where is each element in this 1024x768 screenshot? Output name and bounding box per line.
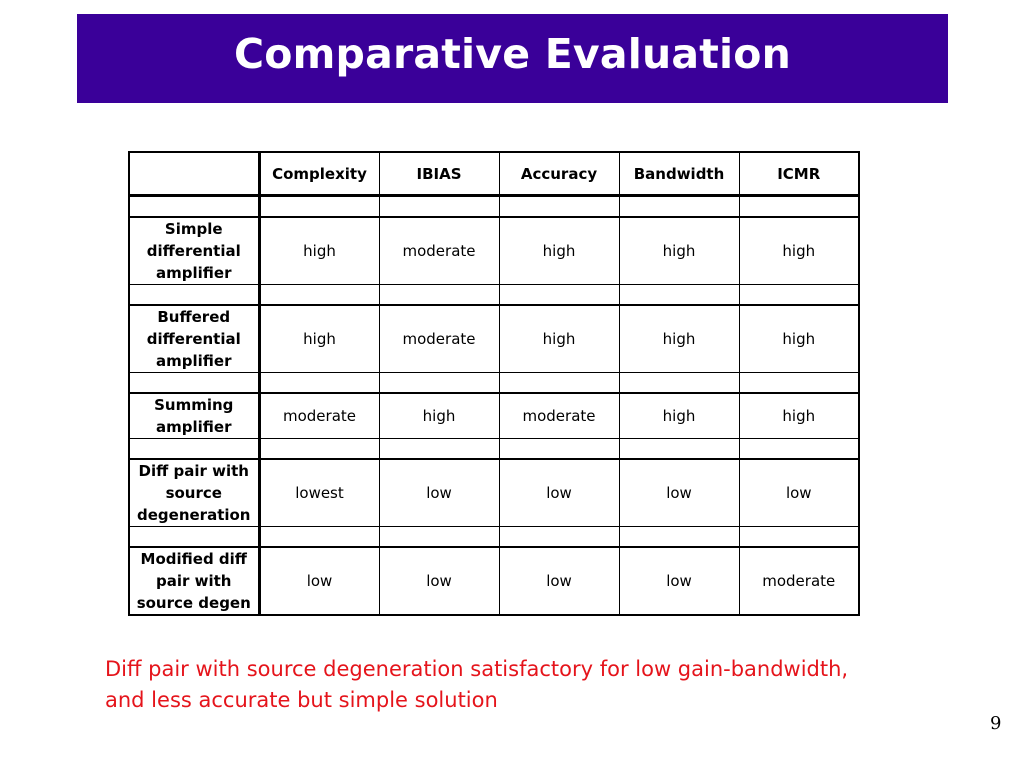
- row-label: Buffered differential amplifier: [128, 304, 261, 373]
- table-row: Modified diff pair with source degen low…: [128, 546, 860, 616]
- table-row: Simple differential amplifier high moder…: [128, 216, 860, 285]
- row-label: Modified diff pair with source degen: [128, 546, 261, 616]
- header-accuracy: Accuracy: [498, 151, 620, 197]
- cell-accuracy: low: [498, 546, 620, 616]
- spacer-row: [128, 284, 860, 306]
- spacer-row: [128, 526, 860, 548]
- cell-icmr: high: [738, 392, 860, 439]
- cell-complexity: high: [258, 304, 380, 373]
- header-icmr: ICMR: [738, 151, 860, 197]
- spacer-row: [128, 195, 860, 218]
- page-number: 9: [990, 713, 1002, 734]
- row-label: Simple differential amplifier: [128, 216, 261, 285]
- header-bandwidth: Bandwidth: [618, 151, 740, 197]
- conclusion-line-1: Diff pair with source degeneration satis…: [105, 657, 849, 681]
- cell-accuracy: low: [498, 458, 620, 527]
- cell-bandwidth: high: [618, 216, 740, 285]
- cell-bandwidth: low: [618, 546, 740, 616]
- cell-complexity: moderate: [258, 392, 380, 439]
- conclusion-line-2: and less accurate but simple solution: [105, 688, 498, 712]
- cell-bandwidth: high: [618, 304, 740, 373]
- cell-accuracy: high: [498, 216, 620, 285]
- cell-accuracy: high: [498, 304, 620, 373]
- table-row: Summing amplifier moderate high moderate…: [128, 392, 860, 439]
- slide-title: Comparative Evaluation: [233, 29, 792, 78]
- cell-ibias: low: [378, 546, 500, 616]
- title-bar: Comparative Evaluation: [77, 14, 948, 103]
- cell-ibias: moderate: [378, 304, 500, 373]
- cell-accuracy: moderate: [498, 392, 620, 439]
- cell-ibias: moderate: [378, 216, 500, 285]
- header-corner: [128, 151, 261, 197]
- spacer-row: [128, 438, 860, 460]
- conclusion-text: Diff pair with source degeneration satis…: [105, 654, 925, 716]
- cell-ibias: low: [378, 458, 500, 527]
- cell-icmr: high: [738, 216, 860, 285]
- table-row: Buffered differential amplifier high mod…: [128, 304, 860, 373]
- cell-complexity: low: [258, 546, 380, 616]
- cell-icmr: low: [738, 458, 860, 527]
- cell-complexity: high: [258, 216, 380, 285]
- comparison-table: Complexity IBIAS Accuracy Bandwidth ICMR…: [128, 151, 860, 616]
- table-header-row: Complexity IBIAS Accuracy Bandwidth ICMR: [128, 151, 860, 197]
- cell-icmr: high: [738, 304, 860, 373]
- cell-bandwidth: low: [618, 458, 740, 527]
- cell-complexity: lowest: [258, 458, 380, 527]
- header-complexity: Complexity: [258, 151, 380, 197]
- cell-ibias: high: [378, 392, 500, 439]
- cell-bandwidth: high: [618, 392, 740, 439]
- row-label: Summing amplifier: [128, 392, 261, 439]
- spacer-row: [128, 372, 860, 394]
- table-row: Diff pair with source degeneration lowes…: [128, 458, 860, 527]
- header-ibias: IBIAS: [378, 151, 500, 197]
- cell-icmr: moderate: [738, 546, 860, 616]
- row-label: Diff pair with source degeneration: [128, 458, 261, 527]
